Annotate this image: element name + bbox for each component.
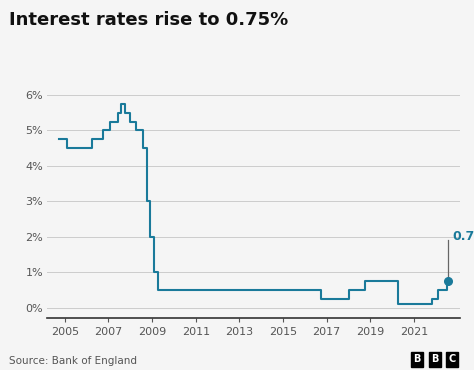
Text: B: B [431, 354, 438, 364]
Text: Source: Bank of England: Source: Bank of England [9, 356, 137, 366]
Text: C: C [448, 354, 456, 364]
Text: Interest rates rise to 0.75%: Interest rates rise to 0.75% [9, 11, 289, 29]
Text: B: B [413, 354, 421, 364]
Text: 0.75%: 0.75% [452, 230, 474, 243]
